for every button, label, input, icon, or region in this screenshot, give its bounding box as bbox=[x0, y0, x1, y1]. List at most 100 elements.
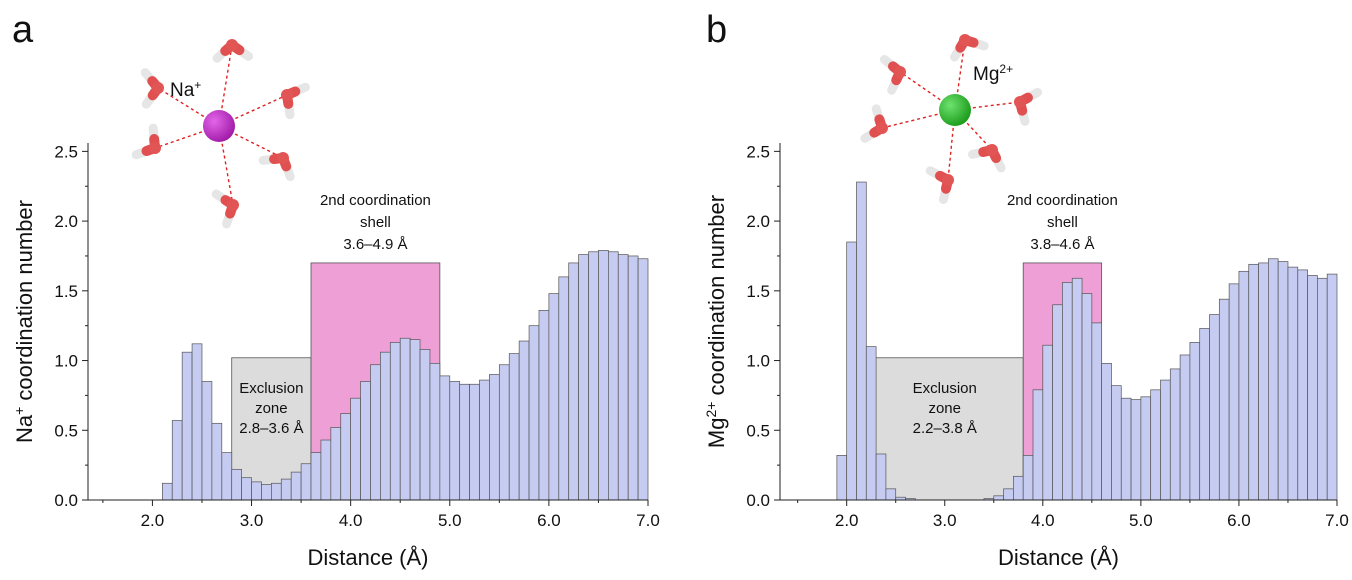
bar bbox=[638, 259, 648, 500]
bar bbox=[1043, 345, 1053, 500]
bar bbox=[351, 398, 361, 500]
x-tick-label: 2.0 bbox=[835, 511, 859, 530]
bar bbox=[589, 252, 599, 500]
bar bbox=[1023, 455, 1033, 500]
bar bbox=[519, 341, 529, 500]
bar bbox=[1259, 263, 1269, 500]
region-label: 3.6–4.9 Å bbox=[343, 236, 407, 253]
bar bbox=[549, 294, 559, 500]
bar bbox=[1033, 390, 1043, 500]
bar bbox=[212, 423, 222, 500]
oxygen bbox=[959, 34, 971, 46]
x-tick-label: 6.0 bbox=[1227, 511, 1251, 530]
y-tick-label: 0.5 bbox=[54, 421, 78, 440]
y-tick-label: 0.0 bbox=[54, 491, 78, 510]
bar bbox=[994, 496, 1004, 500]
x-tick-label: 5.0 bbox=[438, 511, 462, 530]
ion-label-part: 2+ bbox=[999, 62, 1013, 76]
bar bbox=[866, 347, 876, 500]
bar bbox=[1111, 386, 1121, 500]
ion-sphere bbox=[203, 110, 235, 142]
bar bbox=[301, 464, 311, 500]
y-axis-label: Mg2+ coordination number bbox=[703, 195, 729, 448]
x-tick-label: 3.0 bbox=[240, 511, 264, 530]
y-axis-label-part: 2+ bbox=[703, 402, 719, 418]
bar bbox=[261, 485, 271, 500]
x-tick-label: 3.0 bbox=[933, 511, 957, 530]
bar bbox=[499, 365, 509, 500]
bar bbox=[390, 342, 400, 500]
bar bbox=[470, 384, 480, 500]
oxygen bbox=[876, 122, 888, 134]
bar bbox=[837, 455, 847, 500]
bar bbox=[628, 256, 638, 500]
bar bbox=[1288, 267, 1298, 500]
bar bbox=[876, 454, 886, 500]
bar bbox=[559, 277, 569, 500]
bar bbox=[1102, 363, 1112, 500]
y-tick-label: 2.5 bbox=[746, 142, 770, 161]
bar bbox=[311, 453, 321, 500]
bar bbox=[529, 326, 539, 500]
bar bbox=[1131, 400, 1141, 500]
figure: aExclusionzone2.8–3.6 Å2nd coordinations… bbox=[0, 0, 1352, 575]
bar bbox=[1298, 270, 1308, 500]
panel-letter: a bbox=[12, 9, 34, 51]
region-label: Exclusion bbox=[239, 380, 303, 397]
region-label: shell bbox=[1047, 214, 1078, 231]
y-axis-label-part: coordination number bbox=[12, 200, 37, 407]
bar bbox=[579, 255, 589, 500]
bar bbox=[410, 340, 420, 500]
ion-label-part: Mg bbox=[973, 64, 999, 85]
y-axis-label-part: + bbox=[11, 407, 27, 415]
ion-label-part: Na bbox=[170, 80, 195, 101]
bar bbox=[886, 489, 896, 500]
bar bbox=[1190, 342, 1200, 500]
bar bbox=[1308, 275, 1318, 500]
bar bbox=[608, 252, 618, 500]
bar bbox=[341, 414, 351, 500]
region-label: 2.2–3.8 Å bbox=[913, 420, 977, 437]
oxygen bbox=[281, 89, 293, 101]
bar bbox=[1053, 305, 1063, 500]
y-tick-label: 1.0 bbox=[746, 352, 770, 371]
x-tick-label: 4.0 bbox=[339, 511, 363, 530]
y-tick-label: 0.5 bbox=[746, 421, 770, 440]
bar bbox=[400, 338, 410, 500]
x-axis-label: Distance (Å) bbox=[307, 545, 428, 570]
bar bbox=[242, 478, 252, 500]
region-label: 3.8–4.6 Å bbox=[1030, 236, 1094, 253]
bar bbox=[361, 381, 371, 500]
ion-sphere bbox=[939, 94, 971, 126]
bar bbox=[291, 472, 301, 500]
bar bbox=[1013, 476, 1023, 500]
bar bbox=[1200, 328, 1210, 500]
bar bbox=[856, 182, 866, 500]
bar bbox=[1072, 278, 1082, 500]
bar bbox=[598, 250, 608, 500]
bar bbox=[1092, 323, 1102, 500]
ion-label: Mg2+ bbox=[973, 62, 1013, 85]
bar bbox=[420, 349, 430, 500]
oxygen bbox=[942, 174, 954, 186]
bar bbox=[1180, 355, 1190, 500]
y-axis-label-part: Na bbox=[12, 414, 37, 443]
oxygen bbox=[227, 199, 239, 211]
oxygen bbox=[277, 152, 289, 164]
x-tick-label: 5.0 bbox=[1129, 511, 1153, 530]
bar bbox=[172, 421, 182, 500]
oxygen bbox=[226, 39, 238, 51]
bar bbox=[1278, 262, 1288, 500]
x-tick-label: 2.0 bbox=[141, 511, 165, 530]
region-label: 2nd coordination bbox=[320, 192, 431, 209]
bar bbox=[569, 263, 579, 500]
bar bbox=[331, 427, 341, 500]
bar bbox=[1160, 380, 1170, 500]
oxygen bbox=[986, 144, 998, 156]
bar bbox=[202, 381, 212, 500]
bar bbox=[321, 440, 331, 500]
region-label: zone bbox=[255, 400, 288, 417]
region-label: 2nd coordination bbox=[1007, 192, 1118, 209]
bar bbox=[1210, 315, 1220, 500]
y-tick-label: 1.5 bbox=[746, 282, 770, 301]
